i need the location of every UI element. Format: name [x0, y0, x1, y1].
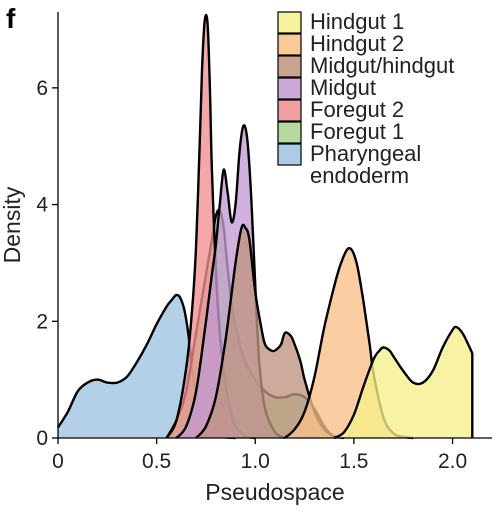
series-hindgut-1: [333, 325, 474, 440]
legend-label: Midgut/hindgut: [310, 53, 454, 78]
legend-swatch: [277, 55, 302, 78]
legend-swatch: [277, 33, 302, 56]
axes: 0 0.5 1.0 1.5 2.0 0 2 4 6 Pseudospace Density: [0, 12, 492, 505]
legend-swatch: [277, 99, 302, 122]
density-area-hindgut-2: [284, 248, 414, 438]
series-midgut-hindgut: [195, 223, 345, 440]
legend-swatch: [277, 77, 302, 100]
x-tick-label: 0.5: [142, 450, 171, 473]
y-axis-title: Density: [0, 186, 25, 263]
y-tick-label: 4: [36, 194, 48, 217]
legend-label: Foregut 2: [310, 97, 404, 122]
legend-item-foregut-1: Foregut 1: [277, 119, 404, 144]
legend-swatch: [277, 121, 302, 144]
density-area-foregut-2: [166, 14, 256, 439]
x-tick-label: 1.0: [241, 450, 270, 473]
y-tick-label: 6: [36, 77, 48, 100]
y-tick-label: 0: [36, 427, 48, 450]
legend-item-hindgut-2: Hindgut 2: [277, 31, 404, 56]
legend-label: Foregut 1: [310, 119, 404, 144]
legend-label: Midgut: [310, 75, 376, 100]
legend-label: Hindgut 2: [310, 31, 404, 56]
legend-item-midgut: Midgut: [277, 75, 376, 100]
density-line-midgut-hindgut: [195, 223, 345, 440]
x-axis-title: Pseudospace: [205, 479, 344, 505]
legend-item-hindgut-1: Hindgut 1: [277, 9, 404, 34]
panel-letter: f: [6, 3, 16, 34]
legend-label: Hindgut 1: [310, 9, 404, 34]
density-series-layer: [56, 13, 474, 440]
legend-item-foregut-2: Foregut 2: [277, 97, 404, 122]
legend-swatch: [277, 11, 302, 34]
legend-swatch: [277, 143, 302, 166]
density-area-midgut-hindgut: [196, 224, 344, 438]
density-line-hindgut-1: [333, 325, 474, 440]
plot-area: 0 0.5 1.0 1.5 2.0 0 2 4 6 Pseudospace Density: [0, 12, 492, 505]
legend-label: Pharyngeal: [310, 141, 421, 166]
legend-label: endoderm: [310, 163, 409, 188]
legend-item-midgut-hindgut: Midgut/hindgut: [277, 53, 454, 78]
x-tick-label: 2.0: [438, 450, 467, 473]
y-tick-label: 2: [36, 310, 48, 333]
density-area-hindgut-1: [334, 326, 473, 438]
x-tick-label: 1.5: [339, 450, 368, 473]
x-tick-label: 0: [52, 450, 64, 473]
